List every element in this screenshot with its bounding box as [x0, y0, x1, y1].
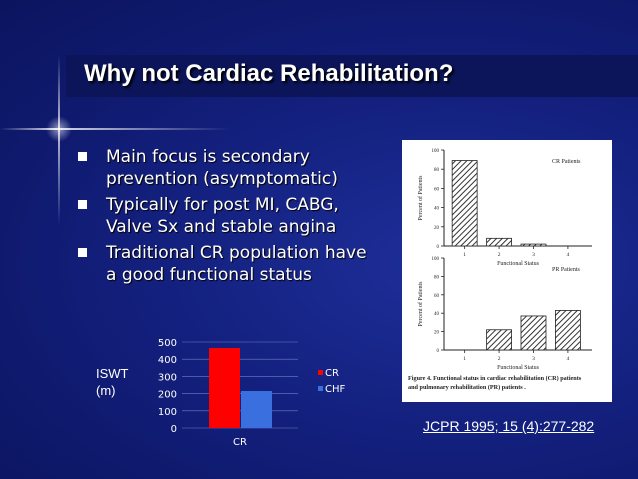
y-axis-label: Percent of Patients — [417, 281, 424, 327]
y-tick-label: 100 — [158, 407, 177, 418]
bar-status-3 — [520, 243, 547, 247]
legend-swatch — [318, 386, 323, 391]
y-axis-label: (m) — [96, 383, 116, 398]
y-tick-label: 80 — [434, 275, 440, 280]
y-axis-label: ISWT — [96, 366, 129, 381]
x-tick-label: CR — [233, 437, 247, 448]
legend-swatch — [318, 370, 323, 375]
bullet-text: Traditional CR population have a good fu… — [106, 243, 367, 285]
bar-status-2 — [486, 237, 512, 247]
y-tick-label: 0 — [171, 424, 177, 435]
panel-subtitle: PR Patients — [552, 267, 581, 273]
x-tick-label: 1 — [463, 252, 466, 258]
bar-chf — [241, 391, 272, 428]
bar-status-4 — [555, 310, 581, 351]
bullet-text: Typically for post MI, CABG, Valve Sx an… — [106, 195, 339, 237]
y-axis-label: Percent of Patients — [417, 175, 424, 221]
iswt-chart-svg: ISWT (m) 0 100 200 300 400 500 CR CR CHF — [96, 338, 346, 448]
bullet-item: Typically for post MI, CABG, Valve Sx an… — [76, 194, 376, 238]
flare-glow — [46, 116, 72, 142]
x-axis-label: Functional Status — [497, 365, 539, 371]
bullet-square-icon — [78, 152, 87, 161]
y-tick-label: 20 — [434, 331, 440, 336]
bullet-item: Traditional CR population have a good fu… — [76, 242, 376, 286]
y-tick-label: 80 — [434, 168, 440, 173]
bullet-list: Main focus is secondary prevention (asym… — [76, 146, 376, 290]
bullet-square-icon — [78, 248, 87, 257]
y-tick-label: 500 — [158, 338, 177, 349]
y-tick-label: 0 — [437, 245, 440, 250]
title-bar — [66, 55, 638, 97]
y-tick-label: 400 — [158, 355, 177, 366]
y-tick-label: 40 — [434, 312, 440, 317]
y-tick-label: 40 — [434, 207, 440, 212]
bullet-item: Main focus is secondary prevention (asym… — [76, 146, 376, 190]
slide-title: Why not Cardiac Rehabilitation? — [84, 60, 454, 87]
citation-link[interactable]: JCPR 1995; 15 (4):277-282 — [423, 418, 595, 434]
figure-caption: Figure 4. Functional status in cardiac r… — [408, 375, 582, 382]
bar-cr — [209, 348, 240, 428]
x-tick-label: 2 — [498, 356, 501, 362]
x-tick-label: 2 — [498, 252, 501, 258]
x-tick-label: 1 — [463, 356, 466, 362]
legend-label: CR — [325, 368, 339, 379]
x-tick-label: 3 — [532, 252, 535, 258]
y-tick-label: 100 — [432, 257, 440, 262]
legend-label: CHF — [325, 384, 346, 395]
x-tick-label: 3 — [532, 356, 535, 362]
figure-caption: and pulmonary rehabilitation (PR) patien… — [408, 384, 526, 391]
flare-horizontal — [0, 128, 230, 130]
functional-status-figure: 0 20 40 60 80 100 Percent of Patients CR Patien… — [402, 140, 612, 402]
panel-subtitle: CR Patients — [552, 159, 581, 165]
bar-status-3 — [520, 315, 547, 351]
y-tick-label: 60 — [434, 294, 440, 299]
bullet-square-icon — [78, 200, 87, 209]
y-tick-label: 60 — [434, 187, 440, 192]
y-tick-label: 200 — [158, 390, 177, 401]
x-tick-label: 4 — [567, 252, 570, 258]
y-tick-label: 100 — [432, 149, 440, 154]
x-tick-label: 4 — [567, 356, 570, 362]
iswt-chart: ISWT (m) 0 100 200 300 400 500 CR CR CHF — [96, 330, 398, 456]
y-tick-label: 20 — [434, 226, 440, 231]
x-axis-label: Functional Status — [497, 261, 539, 267]
bar-status-2 — [486, 329, 512, 351]
y-tick-label: 300 — [158, 372, 177, 383]
bullet-text: Main focus is secondary prevention (asym… — [106, 147, 338, 189]
y-tick-label: 0 — [437, 349, 440, 354]
bar-status-1 — [451, 160, 478, 247]
